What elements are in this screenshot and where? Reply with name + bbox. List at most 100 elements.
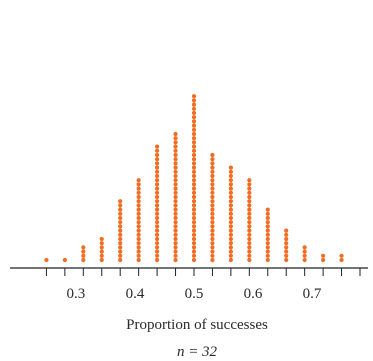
- dot-column: [302, 245, 307, 263]
- data-dot: [191, 165, 197, 170]
- data-dot: [136, 207, 141, 212]
- data-dot: [173, 199, 178, 204]
- data-dot: [210, 215, 215, 221]
- data-dot: [191, 182, 197, 187]
- data-dot: [191, 169, 197, 174]
- x-tick-label: 0.6: [244, 286, 263, 302]
- dot-column: [321, 253, 326, 263]
- data-dot: [247, 199, 252, 204]
- data-dot: [136, 224, 141, 229]
- data-dot: [99, 236, 104, 242]
- data-dot: [154, 257, 160, 263]
- dot-column: [136, 178, 141, 263]
- data-dot: [210, 207, 215, 212]
- data-dot: [154, 178, 160, 183]
- dot-column: [210, 152, 215, 263]
- data-dot: [136, 232, 141, 237]
- data-dot: [265, 253, 270, 258]
- data-dot: [154, 232, 160, 237]
- data-dot: [247, 236, 252, 242]
- data-dot: [191, 152, 197, 158]
- data-dot: [118, 257, 123, 263]
- data-dot: [210, 182, 215, 187]
- data-dot: [173, 203, 178, 208]
- data-dot: [173, 232, 178, 237]
- data-dot: [191, 140, 197, 145]
- ticks-layer: [45, 268, 361, 276]
- data-dot: [191, 211, 197, 216]
- data-dot: [191, 173, 197, 179]
- data-dot: [191, 228, 197, 233]
- data-dot: [302, 245, 307, 250]
- data-dot: [265, 249, 270, 254]
- data-dot: [136, 182, 141, 187]
- data-dot: [247, 253, 252, 258]
- data-dot: [210, 224, 215, 229]
- data-dot: [136, 190, 141, 195]
- data-dot: [191, 119, 197, 124]
- data-dot: [247, 245, 252, 250]
- data-dot: [191, 257, 197, 263]
- data-dot: [210, 190, 215, 195]
- data-dot: [191, 144, 197, 149]
- data-dot: [81, 249, 86, 254]
- data-dot: [265, 232, 270, 237]
- data-dot: [284, 257, 289, 263]
- data-dot: [210, 169, 215, 174]
- data-dot: [247, 215, 252, 221]
- data-dot: [154, 211, 160, 216]
- dot-column: [173, 131, 178, 263]
- data-dot: [118, 211, 123, 216]
- data-dot: [228, 169, 233, 174]
- data-dot: [154, 169, 160, 174]
- data-dot: [173, 236, 178, 242]
- data-dot: [173, 211, 178, 216]
- data-dot: [247, 257, 252, 263]
- x-tick-label: 0.3: [67, 286, 86, 302]
- data-dot: [136, 236, 141, 242]
- data-dot: [302, 257, 307, 263]
- data-dot: [247, 241, 252, 246]
- data-dot: [247, 186, 252, 191]
- data-dot: [136, 186, 141, 191]
- data-dot: [265, 215, 270, 221]
- data-dot: [173, 157, 178, 162]
- dot-column: [191, 94, 197, 263]
- data-dot: [136, 220, 141, 225]
- data-dot: [118, 220, 123, 225]
- data-dot: [173, 165, 178, 170]
- data-dot: [173, 241, 178, 246]
- data-dot: [210, 178, 215, 183]
- data-dot: [173, 215, 178, 221]
- data-dot: [191, 224, 197, 229]
- data-dot: [228, 220, 233, 225]
- data-dot: [228, 232, 233, 237]
- data-dot: [191, 207, 197, 212]
- data-dot: [265, 220, 270, 225]
- data-dot: [265, 245, 270, 250]
- data-dot: [228, 236, 233, 242]
- data-dot: [247, 190, 252, 195]
- data-dot: [265, 228, 270, 233]
- x-tick-label: 0.5: [185, 286, 204, 302]
- data-dot: [228, 207, 233, 212]
- data-dot: [284, 241, 289, 246]
- data-dot: [173, 144, 178, 149]
- data-dot: [191, 131, 197, 137]
- data-dot: [210, 236, 215, 242]
- data-dot: [154, 207, 160, 212]
- data-dot: [191, 199, 197, 204]
- data-dot: [228, 165, 233, 170]
- data-dot: [173, 186, 178, 191]
- data-dot: [173, 228, 178, 233]
- data-dot: [191, 123, 197, 128]
- data-dot: [154, 249, 160, 254]
- data-dot: [173, 152, 178, 158]
- data-dot: [210, 157, 215, 162]
- data-dot: [136, 178, 141, 183]
- data-dot: [99, 257, 104, 263]
- data-dot: [302, 253, 307, 258]
- dot-column: [339, 253, 344, 263]
- data-dot: [247, 178, 252, 183]
